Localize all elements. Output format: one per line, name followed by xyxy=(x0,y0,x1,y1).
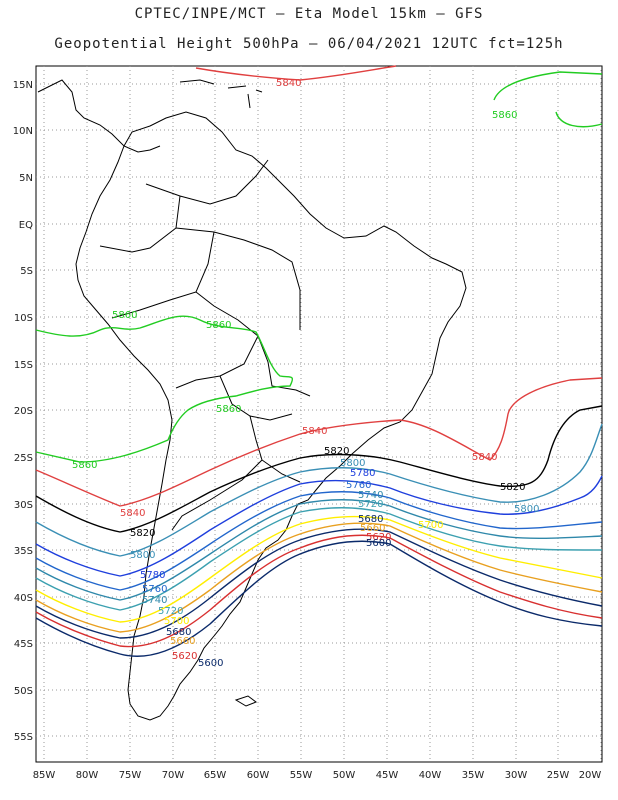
graticule xyxy=(36,66,602,762)
lat-label: 10S xyxy=(14,313,33,324)
lon-label: 30W xyxy=(505,770,528,781)
contour-label: 5800 xyxy=(514,504,539,515)
lat-label: 40S xyxy=(14,593,33,604)
contour-5680 xyxy=(35,522,603,633)
lat-label: 20S xyxy=(14,406,33,417)
lon-label: 85W xyxy=(33,770,56,781)
lat-label: 15N xyxy=(13,80,33,91)
contour-label: 5660 xyxy=(360,523,385,534)
contour-5620 xyxy=(35,540,603,657)
contour-label: 5680 xyxy=(166,627,191,638)
lon-label: 20W xyxy=(579,770,602,781)
contour-label: 5760 xyxy=(142,584,167,595)
map-frame xyxy=(35,65,603,763)
lon-label: 25W xyxy=(547,770,570,781)
lon-label: 55W xyxy=(290,770,313,781)
contour-label: 5720 xyxy=(158,606,183,617)
contour-5800 xyxy=(35,423,603,557)
lat-label: 50S xyxy=(14,686,33,697)
contour-5720 xyxy=(35,507,603,611)
contour-label: 5860 xyxy=(492,110,517,121)
contour-label: 5860 xyxy=(72,460,97,471)
contour-label: 5600 xyxy=(366,538,391,549)
lon-label: 45W xyxy=(376,770,399,781)
lat-label: 30S xyxy=(14,500,33,511)
contour-label: 5740 xyxy=(142,595,167,606)
falkland-islands xyxy=(234,695,258,707)
lat-label: 25S xyxy=(14,453,33,464)
contour-5840-south xyxy=(35,377,603,507)
contour-5820 xyxy=(35,405,603,533)
coastlines xyxy=(37,79,467,721)
contour-5640 xyxy=(35,534,603,648)
contour-label: 5860 xyxy=(112,310,137,321)
lat-label: EQ xyxy=(19,220,33,231)
contour-labels: 5840 5860 5860 5860 5860 5860 5840 5840 … xyxy=(72,78,539,669)
contour-5860-south xyxy=(35,315,294,463)
lat-label: 35S xyxy=(14,546,33,557)
contour-label: 5820 xyxy=(500,482,525,493)
lat-label: 10N xyxy=(13,126,33,137)
contour-label: 5840 xyxy=(276,78,301,89)
contours xyxy=(35,65,603,657)
contour-5840-north xyxy=(195,65,397,81)
contour-label: 5760 xyxy=(346,480,371,491)
map-subtitle: Geopotential Height 500hPa – 06/04/2021 … xyxy=(54,36,564,52)
contour-label: 5700 xyxy=(418,520,443,531)
contour-5760 xyxy=(35,491,603,591)
lat-axis: 15N 10N 5N EQ 5S 10S 15S 20S 25S 30S 35S… xyxy=(13,80,33,743)
contour-label: 5840 xyxy=(120,508,145,519)
contour-5860-northeast xyxy=(493,71,603,128)
lat-label: 45S xyxy=(14,639,33,650)
contour-label: 5780 xyxy=(350,468,375,479)
contour-label: 5780 xyxy=(140,570,165,581)
lon-label: 40W xyxy=(419,770,442,781)
contour-label: 5860 xyxy=(206,320,231,331)
contour-label: 5840 xyxy=(302,426,327,437)
lon-label: 75W xyxy=(119,770,142,781)
lon-label: 35W xyxy=(462,770,485,781)
contour-label: 5660 xyxy=(170,636,195,647)
south-america-coast xyxy=(75,111,467,721)
contour-5740 xyxy=(35,499,603,601)
contour-label: 5840 xyxy=(472,452,497,463)
contour-label: 5600 xyxy=(198,658,223,669)
lon-label: 70W xyxy=(162,770,185,781)
contour-5700 xyxy=(35,515,603,623)
map-title: CPTEC/INPE/MCT – Eta Model 15km – GFS xyxy=(134,6,484,22)
lon-axis: 85W 80W 75W 70W 65W 60W 55W 50W 45W 40W … xyxy=(33,770,602,781)
contour-label: 5620 xyxy=(172,651,197,662)
contour-label: 5620 xyxy=(366,532,391,543)
contour-label: 5740 xyxy=(358,490,383,501)
contour-label: 5680 xyxy=(358,514,383,525)
contour-label: 5700 xyxy=(164,616,189,627)
lat-label: 55S xyxy=(14,732,33,743)
contour-label: 5820 xyxy=(324,446,349,457)
contour-label: 5800 xyxy=(340,458,365,469)
lat-label: 5S xyxy=(20,266,33,277)
central-america-coast xyxy=(37,79,161,153)
lat-label: 15S xyxy=(14,360,33,371)
contour-label: 5820 xyxy=(130,528,155,539)
lon-label: 80W xyxy=(76,770,99,781)
contour-label: 5800 xyxy=(130,550,155,561)
lon-label: 50W xyxy=(333,770,356,781)
lon-label: 60W xyxy=(247,770,270,781)
contour-5780 xyxy=(35,475,603,577)
contour-label: 5720 xyxy=(358,499,383,510)
contour-label: 5860 xyxy=(216,404,241,415)
lat-label: 5N xyxy=(19,173,33,184)
contour-5660 xyxy=(35,528,603,639)
country-borders xyxy=(99,159,311,531)
lon-label: 65W xyxy=(204,770,227,781)
caribbean-islands xyxy=(179,79,263,109)
